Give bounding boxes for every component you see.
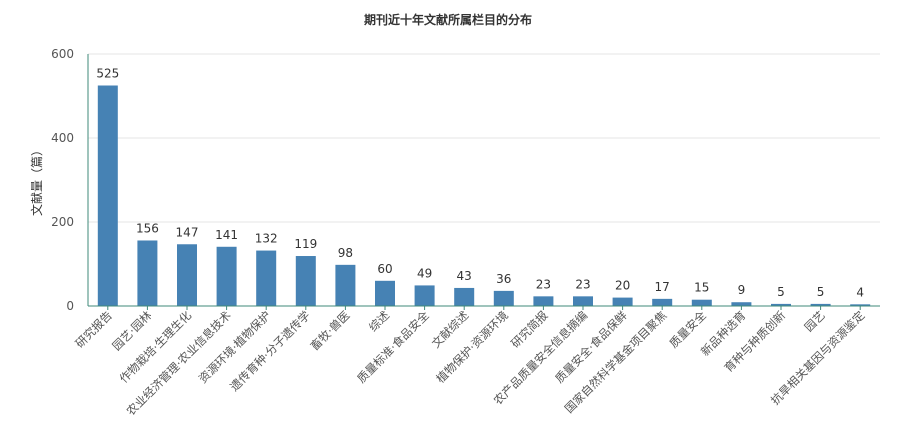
data-label: 20 <box>615 279 630 293</box>
data-label: 4 <box>856 285 864 299</box>
bar <box>652 298 673 306</box>
data-labels: 525 156 147 141 132 119 98 60 49 43 36 23 23 20 17 15 9 5… <box>96 67 864 300</box>
x-tick-label: 植物保护·资源环境 <box>433 308 511 386</box>
bar <box>493 290 514 306</box>
x-tick-label: 质量安全·食品保鲜 <box>552 308 630 386</box>
bar <box>691 299 712 306</box>
bar <box>414 285 435 306</box>
data-label: 156 <box>136 221 159 235</box>
x-tick-label: 资源环境·植物保护 <box>196 308 274 386</box>
data-label: 5 <box>777 285 785 299</box>
data-label: 147 <box>176 225 199 239</box>
y-tick-label: 0 <box>66 299 74 313</box>
bar <box>612 297 633 306</box>
bar <box>731 302 752 306</box>
bars <box>97 85 871 306</box>
data-label: 23 <box>575 277 590 291</box>
bar <box>454 287 475 306</box>
data-label: 525 <box>96 67 119 81</box>
data-label: 60 <box>377 262 392 276</box>
y-tick-label: 600 <box>51 47 74 61</box>
bar <box>137 240 158 306</box>
bar <box>771 303 791 306</box>
data-label: 43 <box>457 269 472 283</box>
x-tick-label: 作物栽培·生理生化 <box>117 308 195 386</box>
x-tick-label: 畜牧·兽医 <box>308 308 353 353</box>
y-axis-label: 文献量（篇） <box>29 144 44 216</box>
data-label: 49 <box>417 266 432 280</box>
data-label: 119 <box>294 237 317 251</box>
y-tick-label: 400 <box>51 131 74 145</box>
x-tick-label: 园艺 <box>802 308 828 334</box>
data-label: 98 <box>338 246 353 260</box>
bar <box>573 296 593 306</box>
data-label: 23 <box>536 277 551 291</box>
data-label: 17 <box>655 280 670 294</box>
bar <box>375 280 395 306</box>
bar <box>850 304 871 306</box>
x-tick-label: 质量标准·食品安全 <box>354 308 432 386</box>
bar <box>295 256 316 306</box>
bar <box>97 85 118 306</box>
x-tick-label: 综述 <box>366 308 393 335</box>
data-label: 36 <box>496 272 511 286</box>
y-tick-label: 200 <box>51 215 74 229</box>
bar <box>533 296 554 306</box>
data-label: 141 <box>215 228 238 242</box>
bar <box>216 246 237 306</box>
chart-title: 期刊近十年文献所属栏目的分布 <box>364 12 532 27</box>
bar <box>256 250 277 306</box>
bar <box>177 244 197 306</box>
bar <box>810 303 831 306</box>
bar <box>335 264 356 306</box>
x-tick-label: 研究报告 <box>72 308 114 350</box>
data-label: 5 <box>817 285 825 299</box>
data-label: 132 <box>255 232 278 246</box>
data-label: 15 <box>694 281 709 295</box>
grid-lines <box>88 53 880 223</box>
data-label: 9 <box>738 283 746 297</box>
